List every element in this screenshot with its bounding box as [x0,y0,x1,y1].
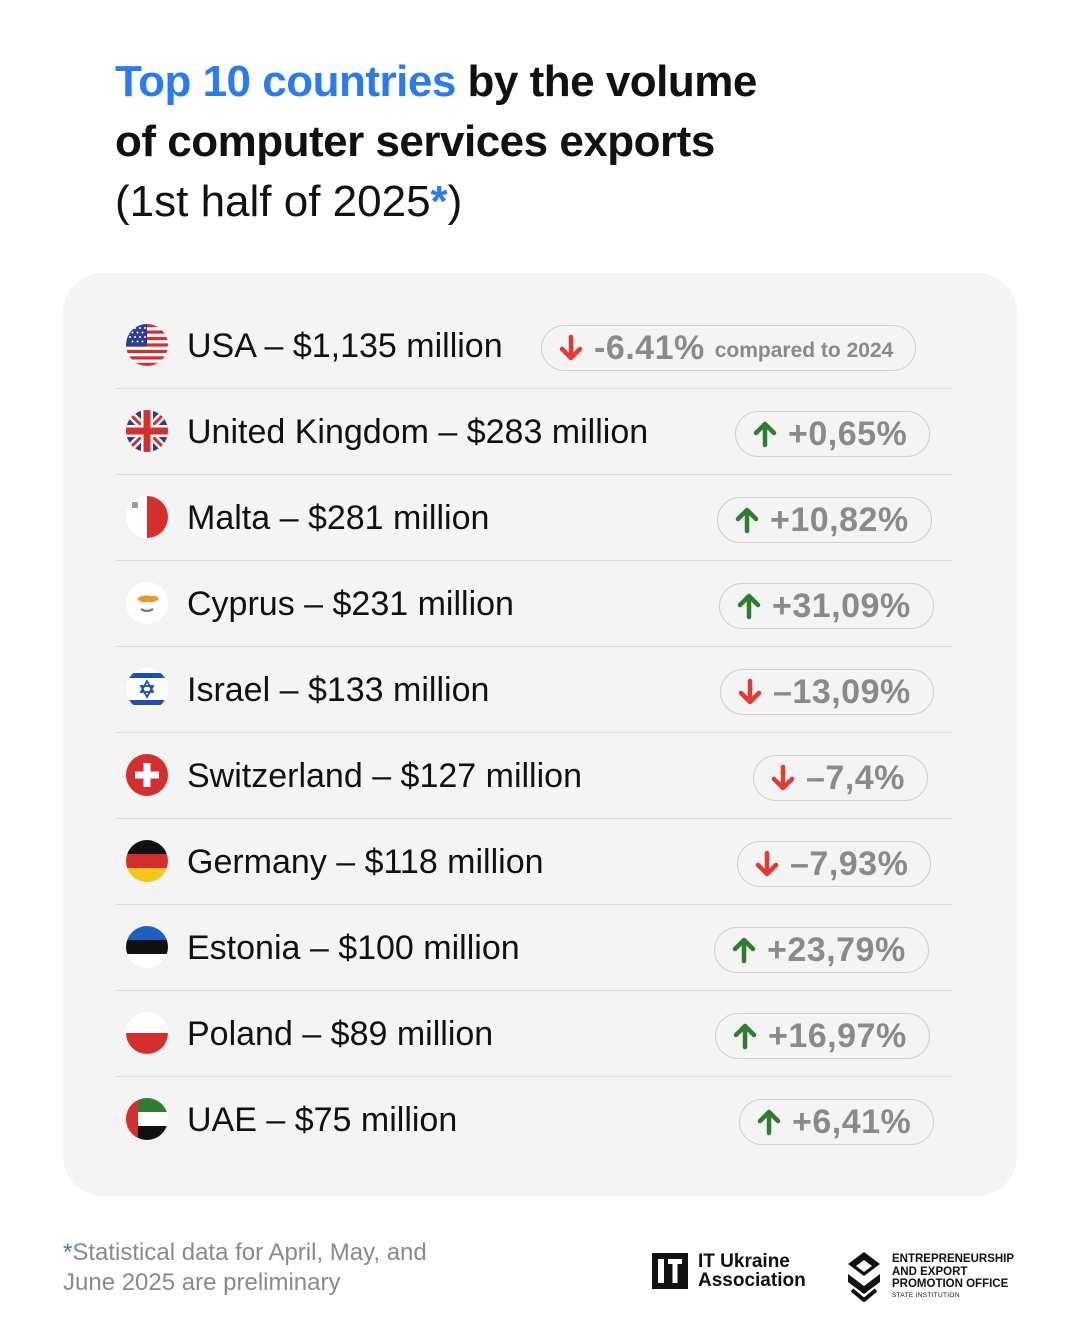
change-badge: -6.41% compared to 2024 [541,325,917,371]
country-label: Germany – $118 million [187,843,544,881]
it-ukraine-association-logo: IT Ukraine Association [652,1252,806,1290]
change-badge: –7,4% [753,755,928,801]
country-label: UAE – $75 million [187,1101,458,1139]
change-badge: +0,65% [735,411,931,457]
change-badge: +23,79% [714,927,929,973]
country-row-usa: USA – $1,135 million -6.41% compared to … [116,303,952,389]
estonia-flag-icon [126,926,168,968]
epo-logo-icon [848,1252,880,1302]
poland-flag-icon [126,1012,168,1054]
title-line-2: of computer services exports [115,117,715,166]
country-row-cyprus: Cyprus – $231 million +31,09% [116,561,952,647]
country-row-uae: UAE – $75 million +6,41% [116,1077,952,1163]
page-title: Top 10 countries by the volume of comput… [115,52,995,232]
change-badge: +31,09% [719,583,934,629]
arrow-up-icon [757,1109,781,1136]
uk-flag-icon [126,410,168,452]
country-label: Cyprus – $231 million [187,585,514,623]
cyprus-flag-icon [126,582,168,624]
arrow-down-icon [771,764,795,791]
change-value: +23,79% [767,930,906,969]
epo-line-2: AND EXPORT [892,1265,968,1278]
footnote-text: Statistical data for April, May, and Jun… [63,1239,427,1296]
country-label: Estonia – $100 million [187,929,520,967]
subtitle-close: ) [447,177,463,226]
israel-flag-icon [126,668,168,710]
change-badge: –7,93% [737,841,932,887]
it-ukraine-logo-icon [652,1253,688,1289]
change-badge: +6,41% [739,1099,935,1145]
change-value: +31,09% [772,586,911,625]
change-value: –7,4% [806,758,905,797]
country-label: USA – $1,135 million [187,327,503,365]
change-value: +6,41% [792,1102,912,1141]
title-highlight: Top 10 countries [115,57,456,106]
change-value: -6.41% [594,328,705,367]
country-row-germany: Germany – $118 million –7,93% [116,819,952,905]
country-label: Switzerland – $127 million [187,757,582,795]
country-row-uk: United Kingdom – $283 million +0,65% [116,389,952,475]
change-value: +0,65% [788,414,908,453]
title-subtitle: (1st half of 2025*) [115,172,995,232]
epo-line-1: ENTREPRENEURSHIP [892,1253,1015,1265]
country-row-poland: Poland – $89 million +16,97% [116,991,952,1077]
arrow-down-icon [755,850,779,877]
switzerland-flag-icon [126,754,168,796]
epo-logo-text: ENTREPRENEURSHIP AND EXPORT PROMOTION OF… [892,1250,1014,1300]
usa-flag-icon [126,324,168,366]
country-row-malta: Malta – $281 million +10,82% [116,475,952,561]
change-badge: +10,82% [717,497,932,543]
it-ukraine-logo-text: IT Ukraine Association [698,1252,806,1290]
change-value: –7,93% [790,844,909,883]
title-line-1: Top 10 countries by the volume [115,52,995,112]
export-promotion-office-logo: ENTREPRENEURSHIP AND EXPORT PROMOTION OF… [846,1250,1014,1302]
compare-text: compared to 2024 [714,339,894,362]
subtitle-asterisk: * [430,177,448,226]
subtitle-text: (1st half of 2025 [115,177,431,226]
country-row-switzerland: Switzerland – $127 million –7,4% [116,733,952,819]
arrow-up-icon [737,593,761,620]
country-label: United Kingdom – $283 million [187,413,649,451]
epo-line-3: PROMOTION OFFICE [892,1278,1009,1290]
arrow-up-icon [735,507,759,534]
country-row-estonia: Estonia – $100 million +23,79% [116,905,952,991]
arrow-up-icon [733,1023,757,1050]
germany-flag-icon [126,840,168,882]
arrow-up-icon [753,421,777,448]
country-label: Malta – $281 million [187,499,490,537]
uae-flag-icon [126,1098,168,1140]
arrow-down-icon [559,334,583,361]
change-badge: +16,97% [715,1013,930,1059]
country-row-israel: Israel – $133 million –13,09% [116,647,952,733]
change-value: +16,97% [768,1016,907,1055]
arrow-down-icon [738,678,762,705]
change-value: +10,82% [770,500,909,539]
country-label: Poland – $89 million [187,1015,494,1053]
country-label: Israel – $133 million [187,671,490,709]
malta-flag-icon [126,496,168,538]
change-badge: –13,09% [720,669,934,715]
arrow-up-icon [732,937,756,964]
epo-line-4: STATE INSTITUTION [892,1291,960,1299]
itua-line-1: IT Ukraine [698,1251,790,1272]
footnote: *Statistical data for April, May, and Ju… [63,1238,483,1298]
ranking-card: USA – $1,135 million -6.41% compared to … [63,273,1017,1196]
change-value: –13,09% [773,672,911,711]
title-line-1-rest: by the volume [455,57,758,106]
footnote-asterisk: * [63,1239,73,1266]
itua-line-2: Association [698,1270,806,1291]
